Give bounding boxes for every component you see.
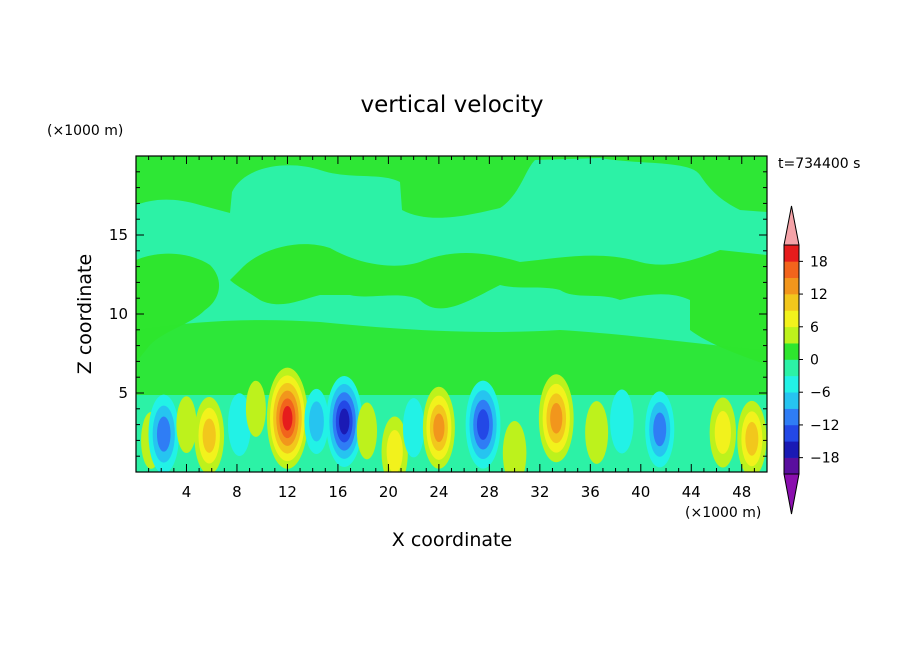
velocity-cell [156, 416, 171, 452]
colorbar-band [784, 408, 799, 426]
colorbar-tick-label: −6 [810, 385, 831, 401]
velocity-cell [386, 429, 403, 472]
colorbar-band [784, 277, 799, 295]
velocity-cell [245, 380, 266, 437]
colorbar-band [784, 294, 799, 311]
colorbar-band [784, 261, 799, 279]
colorbar-under-triangle [783, 473, 800, 515]
y-axis-unit: (×1000 m) [47, 123, 123, 139]
x-axis-label: X coordinate [392, 529, 512, 551]
velocity-field [136, 156, 767, 472]
x-tick-label: 4 [182, 483, 192, 501]
x-tick-label: 20 [379, 483, 398, 501]
x-axis-unit: (×1000 m) [685, 505, 761, 521]
colorbar: 18 12 6 0 −6 −12 −18 [783, 205, 840, 515]
chart-title: vertical velocity [361, 92, 544, 118]
x-tick-label: 40 [631, 483, 650, 501]
colorbar-band [784, 457, 799, 475]
velocity-cell [339, 408, 350, 435]
colorbar-tick-label: 6 [810, 320, 819, 336]
x-tick-label: 28 [480, 483, 499, 501]
colorbar-band [784, 326, 799, 344]
x-tick-label: 44 [682, 483, 701, 501]
colorbar-band [784, 359, 799, 377]
velocity-cell [476, 409, 490, 440]
convective-cells [141, 367, 767, 472]
colorbar-band [784, 375, 799, 393]
colorbar-tick-label: 18 [810, 254, 828, 270]
colorbar-band [784, 343, 799, 360]
velocity-cell [402, 398, 425, 458]
velocity-cell [653, 412, 667, 447]
colorbar-band [784, 441, 799, 458]
x-tick-label: 12 [278, 483, 297, 501]
x-tick-label: 16 [328, 483, 347, 501]
x-tick-label: 32 [530, 483, 549, 501]
x-tick-label: 24 [429, 483, 448, 501]
y-tick-label: 5 [118, 384, 128, 402]
velocity-cell [714, 411, 731, 454]
velocity-cell [502, 421, 527, 472]
time-label: t=734400 s [778, 156, 860, 172]
velocity-cell [610, 389, 634, 454]
velocity-cell [282, 405, 293, 431]
y-axis-label: Z coordinate [74, 254, 96, 374]
colorbar-band [784, 392, 799, 409]
x-tick-label: 48 [732, 483, 751, 501]
velocity-cell [585, 401, 609, 464]
y-axis-ticks: 5 10 15 [109, 171, 767, 457]
velocity-cell [309, 401, 324, 442]
colorbar-tick-label: −18 [810, 451, 840, 467]
colorbar-band [784, 310, 799, 328]
y-tick-label: 15 [109, 226, 128, 244]
velocity-cell [356, 402, 378, 460]
colorbar-tick-label: −12 [810, 418, 840, 434]
velocity-cell [745, 421, 759, 456]
x-tick-label: 8 [232, 483, 242, 501]
velocity-cell [227, 393, 251, 456]
velocity-cell [202, 418, 216, 453]
colorbar-band [784, 245, 799, 262]
colorbar-tick-label: 12 [810, 287, 828, 303]
colorbar-band [784, 424, 799, 442]
x-tick-label: 36 [581, 483, 600, 501]
velocity-cell [550, 402, 563, 434]
y-tick-label: 10 [109, 305, 128, 323]
colorbar-tick-label: 0 [810, 353, 819, 369]
x-axis-ticks: 4 8 12 16 20 24 28 32 36 40 44 48 [148, 156, 755, 501]
colorbar-over-triangle [783, 205, 800, 246]
velocity-cell [176, 396, 197, 453]
velocity-cell [433, 413, 445, 443]
